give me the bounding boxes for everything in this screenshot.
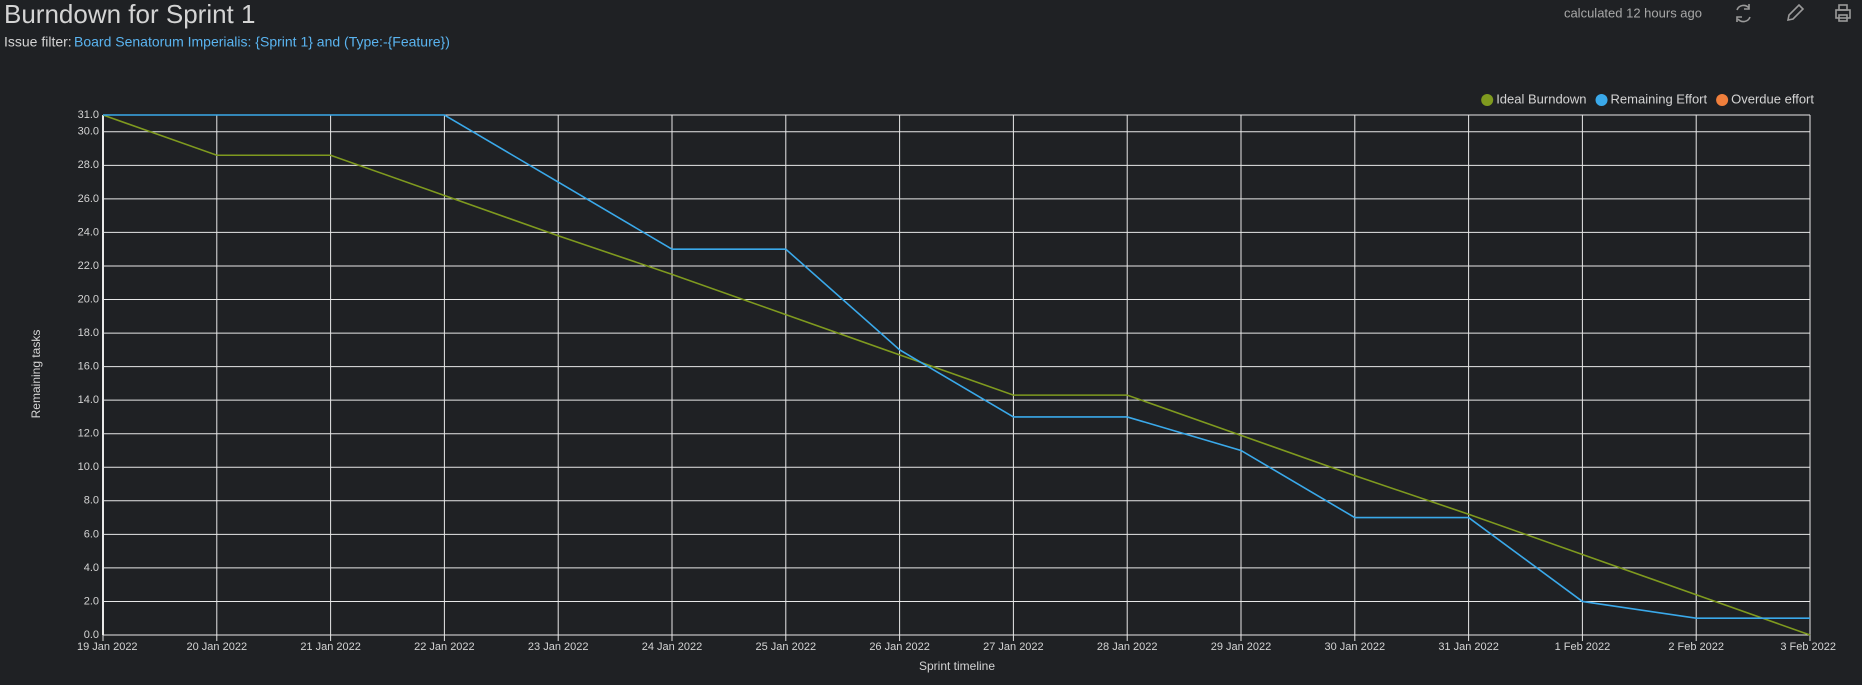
y-tick-label: 14.0	[78, 394, 99, 406]
x-tick-label: 24 Jan 2022	[642, 641, 703, 653]
y-tick-label: 24.0	[78, 226, 99, 238]
y-tick-label: 26.0	[78, 193, 99, 205]
x-tick-label: 29 Jan 2022	[1211, 641, 1272, 653]
legend-label: Overdue effort	[1731, 91, 1814, 106]
x-tick-label: 3 Feb 2022	[1780, 641, 1836, 653]
filter-label: Issue filter:	[4, 34, 72, 50]
y-tick-label: 8.0	[84, 495, 99, 507]
print-icon[interactable]	[1835, 4, 1851, 22]
legend-swatch	[1481, 94, 1494, 106]
x-tick-label: 23 Jan 2022	[528, 641, 589, 653]
series-line	[103, 114, 1810, 620]
y-tick-label: 2.0	[84, 595, 99, 607]
x-tick-label: 26 Jan 2022	[869, 641, 930, 653]
y-tick-label: 20.0	[78, 293, 99, 305]
x-tick-label: 19 Jan 2022	[77, 641, 138, 653]
y-axis-label: Remaining tasks	[29, 330, 43, 419]
x-tick-label: 1 Feb 2022	[1555, 641, 1611, 653]
x-tick-label: 20 Jan 2022	[187, 641, 248, 653]
y-tick-label: 28.0	[78, 159, 99, 171]
calculated-time: calculated 12 hours ago	[1564, 5, 1702, 20]
legend-label: Ideal Burndown	[1496, 91, 1586, 106]
edit-icon[interactable]	[1786, 3, 1805, 22]
legend-swatch	[1595, 94, 1608, 106]
y-tick-label: 18.0	[78, 327, 99, 339]
y-tick-label: 22.0	[78, 260, 99, 272]
x-tick-label: 21 Jan 2022	[300, 641, 361, 653]
y-tick-label: 6.0	[84, 528, 99, 540]
x-tick-label: 25 Jan 2022	[756, 641, 817, 653]
refresh-icon[interactable]	[1736, 4, 1751, 23]
series-line	[102, 114, 1811, 636]
y-tick-label: 16.0	[78, 361, 99, 373]
x-tick-label: 2 Feb 2022	[1668, 641, 1724, 653]
x-tick-label: 27 Jan 2022	[983, 641, 1044, 653]
y-tick-label: 30.0	[78, 126, 99, 138]
y-tick-label: 10.0	[78, 461, 99, 473]
widget-title: Burndown for Sprint 1	[4, 0, 255, 29]
x-tick-label: 28 Jan 2022	[1097, 641, 1158, 653]
y-tick-label: 12.0	[78, 428, 99, 440]
y-tick-label: 0.0	[84, 629, 99, 641]
y-tick-label: 4.0	[84, 562, 99, 574]
y-tick-label: 31.0	[78, 109, 99, 121]
filter-link[interactable]: Board Senatorum Imperialis: {Sprint 1} a…	[74, 34, 450, 50]
x-tick-label: 30 Jan 2022	[1325, 641, 1386, 653]
x-tick-label: 22 Jan 2022	[414, 641, 475, 653]
legend-label: Remaining Effort	[1611, 91, 1708, 106]
legend-swatch	[1716, 94, 1729, 106]
x-tick-label: 31 Jan 2022	[1438, 641, 1499, 653]
x-axis-label: Sprint timeline	[919, 659, 995, 673]
